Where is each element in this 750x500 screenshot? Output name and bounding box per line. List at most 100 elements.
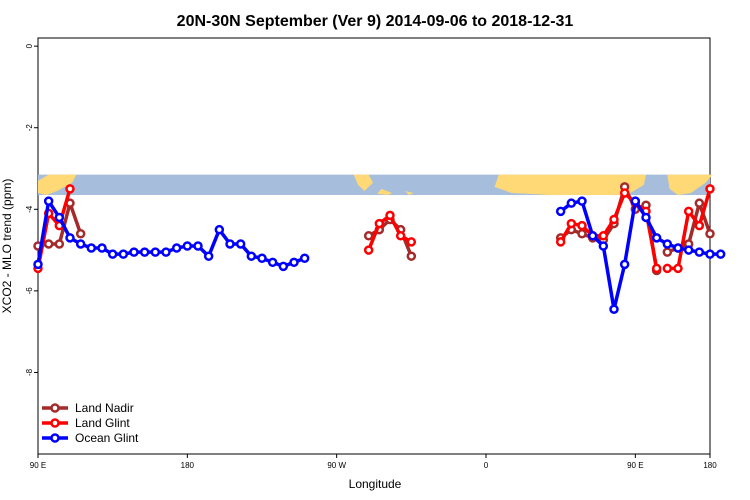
data-point (662, 247, 673, 257)
data-point (43, 239, 54, 249)
data-point (673, 263, 683, 274)
data-point (395, 231, 406, 241)
data-point (214, 224, 225, 235)
data-point (267, 257, 278, 268)
x-tick-label: 0 (484, 461, 489, 470)
series-line (667, 188, 712, 271)
y-tick-label: -4 (25, 205, 34, 213)
data-point (555, 237, 566, 247)
data-point (651, 263, 662, 274)
data-point (619, 259, 630, 270)
data-point (139, 247, 150, 257)
data-point (171, 243, 182, 253)
legend-swatch-marker (50, 433, 60, 443)
data-point (566, 198, 577, 208)
data-point (129, 247, 139, 257)
data-point (374, 218, 385, 229)
data-point (385, 210, 395, 221)
data-point (406, 237, 417, 247)
data-point (577, 229, 587, 239)
data-point (694, 220, 705, 231)
data-point (577, 220, 587, 231)
x-tick-label: 180 (703, 461, 717, 470)
y-tick-label: -6 (25, 287, 34, 295)
y-axis: 0 -2 -4 -6 -8 (25, 43, 38, 376)
x-tick-label: 180 (181, 461, 195, 470)
legend-label: Land Nadir (75, 401, 134, 415)
data-point (299, 253, 310, 263)
data-point (235, 239, 246, 249)
x-axis-label: Longitude (349, 477, 402, 491)
data-point (598, 241, 609, 251)
data-point (289, 257, 299, 268)
data-point (54, 239, 65, 249)
data-point (75, 229, 86, 239)
data-point (587, 231, 598, 241)
data-point (150, 247, 161, 257)
data-point (65, 184, 75, 194)
data-point (257, 253, 267, 263)
data-point (406, 251, 417, 261)
data-point (203, 251, 214, 261)
data-point (118, 249, 129, 259)
data-point (65, 233, 75, 243)
data-point (651, 233, 662, 243)
data-point (182, 241, 193, 251)
data-point (246, 251, 257, 261)
legend-swatch-marker (50, 403, 60, 413)
data-point (363, 231, 374, 241)
legend-label: Land Glint (75, 416, 130, 430)
legend-item: Land Glint (42, 416, 130, 430)
series-land-nadir (33, 182, 715, 276)
legend-item: Ocean Glint (42, 431, 139, 445)
data-point (715, 249, 726, 259)
data-point (683, 245, 694, 255)
data-point (43, 196, 54, 206)
data-point (54, 212, 65, 223)
map-land (353, 174, 373, 191)
x-axis: 90 E 180 90 W 0 90 E 180 (30, 454, 717, 470)
data-point (161, 247, 171, 257)
map-land (494, 174, 646, 196)
map-band (38, 174, 713, 196)
y-tick-label: 0 (25, 43, 34, 48)
data-point (577, 196, 587, 206)
legend-swatch-marker (50, 418, 60, 428)
legend-label: Ocean Glint (75, 431, 139, 445)
map-land (667, 174, 713, 196)
data-point (683, 206, 694, 217)
data-point (705, 229, 715, 239)
map-land (38, 174, 77, 196)
series-ocean-glint (33, 196, 726, 314)
data-point (86, 243, 97, 253)
plot-frame (37, 37, 711, 455)
data-point (278, 261, 289, 272)
data-point (662, 263, 673, 274)
series-layer (33, 182, 726, 314)
data-point (75, 239, 86, 249)
x-tick-label: 90 W (327, 461, 346, 470)
data-point (555, 206, 566, 217)
data-point (363, 245, 374, 255)
data-point (662, 239, 673, 249)
chart-title: 20N-30N September (Ver 9) 2014-09-06 to … (177, 13, 574, 30)
data-point (33, 259, 43, 270)
data-point (641, 212, 651, 223)
data-point (619, 188, 630, 198)
y-tick-label: -2 (25, 124, 34, 132)
data-point (609, 214, 619, 225)
data-point (705, 184, 715, 194)
data-point (694, 247, 705, 257)
y-axis-label: XCO2 - MLO trend (ppm) (0, 179, 14, 314)
data-point (609, 304, 619, 314)
series-line (559, 199, 721, 311)
map-land (377, 188, 393, 196)
x-tick-label: 90 E (30, 461, 46, 470)
y-tick-label: -8 (25, 368, 34, 376)
data-point (694, 198, 705, 208)
data-point (630, 196, 641, 206)
data-point (598, 231, 609, 241)
map-land (404, 190, 414, 196)
